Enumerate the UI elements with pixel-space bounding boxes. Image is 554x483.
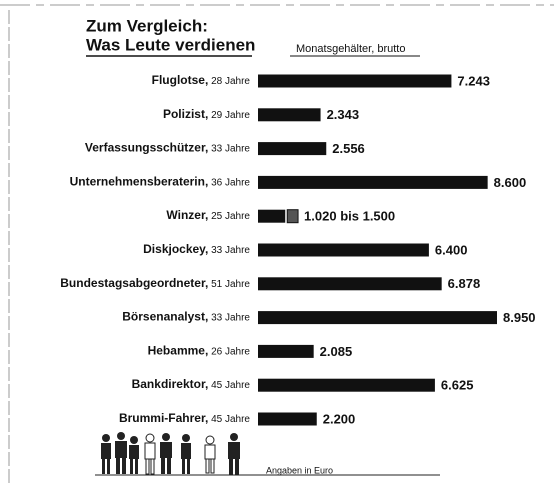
value-label: 6.878 bbox=[448, 276, 481, 291]
category-label: Hebamme, 26 Jahre bbox=[148, 344, 251, 358]
bar bbox=[258, 176, 488, 189]
category-label: Polizist, 29 Jahre bbox=[163, 107, 250, 121]
category-label: Winzer, 25 Jahre bbox=[166, 208, 250, 222]
subtitle: Monatsgehälter, brutto bbox=[296, 43, 405, 55]
bar bbox=[258, 413, 317, 426]
bar bbox=[258, 345, 314, 358]
category-label: Bankdirektor, 45 Jahre bbox=[132, 377, 251, 391]
value-label: 1.020 bis 1.500 bbox=[304, 209, 395, 224]
value-label: 2.085 bbox=[320, 344, 353, 359]
chart-title: Was Leute verdienen bbox=[86, 35, 255, 54]
value-label: 2.556 bbox=[332, 141, 365, 156]
value-label: 6.625 bbox=[441, 378, 474, 393]
value-label: 2.200 bbox=[323, 411, 356, 426]
category-label: Diskjockey, 33 Jahre bbox=[143, 242, 250, 256]
bar bbox=[258, 379, 435, 392]
category-label: Unternehmensberaterin, 36 Jahre bbox=[70, 175, 251, 189]
range-bar bbox=[287, 210, 298, 223]
category-label: Börsenanalyst, 33 Jahre bbox=[122, 310, 250, 324]
bar bbox=[258, 75, 451, 88]
value-label: 6.400 bbox=[435, 242, 468, 257]
chart: Zum Vergleich: Was Leute verdienen Monat… bbox=[0, 0, 554, 483]
value-label: 7.243 bbox=[457, 73, 490, 88]
bar bbox=[258, 210, 285, 223]
category-label: Brummi-Fahrer, 45 Jahre bbox=[119, 411, 250, 425]
note: Angaben in Euro bbox=[266, 465, 333, 475]
bar bbox=[258, 277, 442, 290]
value-label: 8.950 bbox=[503, 310, 536, 325]
category-label: Fluglotse, 28 Jahre bbox=[152, 73, 251, 87]
value-label: 8.600 bbox=[494, 175, 527, 190]
bar bbox=[258, 311, 497, 324]
chart-title: Zum Vergleich: bbox=[86, 16, 208, 35]
category-label: Verfassungsschützer, 33 Jahre bbox=[85, 141, 251, 155]
category-label: Bundestagsabgeordneter, 51 Jahre bbox=[60, 276, 250, 290]
bar bbox=[258, 244, 429, 257]
bar bbox=[258, 108, 321, 121]
value-label: 2.343 bbox=[327, 107, 360, 122]
bar bbox=[258, 142, 326, 155]
